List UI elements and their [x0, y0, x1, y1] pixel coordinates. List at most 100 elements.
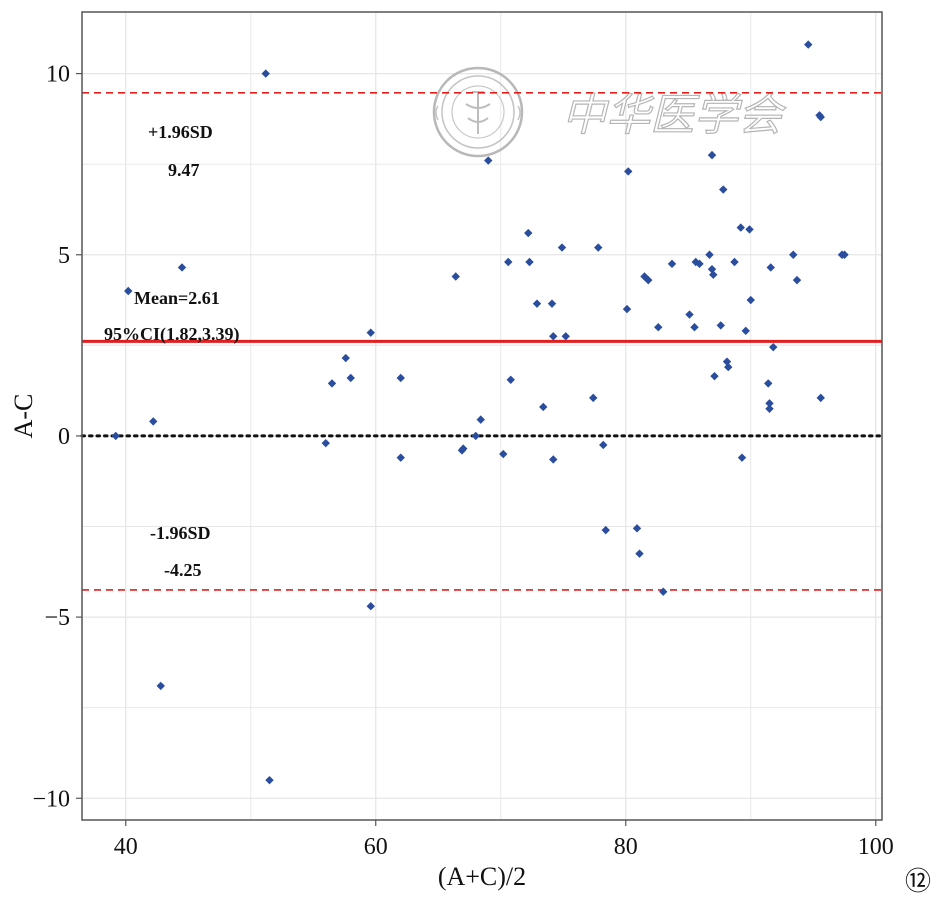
- watermark: 中华医学会: [432, 66, 787, 158]
- x-axis-title: (A+C)/2: [438, 862, 526, 891]
- y-axis-ticks: −10 −5 0 5 10: [32, 62, 82, 812]
- data-point: [746, 295, 755, 305]
- data-point: [341, 353, 350, 363]
- data-point: [707, 150, 717, 160]
- data-point: [396, 373, 405, 383]
- data-point: [265, 775, 274, 785]
- lower-limit-value: -4.25: [164, 560, 202, 580]
- data-point: [111, 431, 120, 441]
- data-point: [594, 243, 603, 252]
- chinese-medical-association-seal-icon: [432, 66, 524, 158]
- x-tick-label: 40: [114, 834, 138, 860]
- data-point: [327, 379, 337, 388]
- data-point: [789, 250, 798, 259]
- data-point: [710, 371, 719, 381]
- data-point: [156, 681, 165, 691]
- data-point: [476, 415, 485, 424]
- data-point: [709, 270, 718, 279]
- data-point: [765, 404, 774, 413]
- data-point: [745, 225, 754, 234]
- data-point: [525, 257, 534, 267]
- x-axis-ticks: 40 60 80 100: [114, 820, 894, 860]
- data-point: [506, 375, 515, 384]
- data-point: [321, 438, 330, 448]
- data-point: [690, 323, 699, 332]
- mean-label: Mean=2.61: [134, 288, 220, 308]
- data-point: [737, 453, 747, 462]
- data-point: [816, 112, 825, 122]
- upper-limit-value: 9.47: [168, 160, 200, 180]
- data-point: [459, 444, 468, 453]
- data-point: [667, 259, 677, 269]
- y-tick-label: −5: [44, 605, 70, 631]
- data-point: [557, 243, 567, 252]
- data-point: [632, 524, 642, 533]
- data-point: [716, 321, 725, 330]
- data-point: [124, 286, 133, 296]
- data-points: [111, 40, 849, 785]
- data-point: [766, 263, 775, 272]
- data-point: [524, 228, 533, 238]
- data-point: [451, 272, 460, 281]
- data-point: [601, 525, 610, 535]
- data-point: [624, 167, 633, 176]
- panel-number-label: ⑫: [905, 867, 931, 896]
- data-point: [840, 250, 849, 259]
- data-point: [622, 304, 632, 314]
- lower-limit-label: -1.96SD: [150, 523, 211, 543]
- data-point: [659, 587, 668, 596]
- data-point: [765, 399, 774, 408]
- data-point: [804, 40, 813, 49]
- data-point: [654, 323, 663, 332]
- data-point: [366, 602, 375, 611]
- data-point: [724, 362, 733, 372]
- data-point: [549, 332, 558, 341]
- y-tick-label: 5: [58, 243, 70, 269]
- data-point: [599, 440, 608, 450]
- data-point: [549, 455, 558, 464]
- data-point: [736, 223, 745, 232]
- data-point: [532, 299, 542, 308]
- watermark-text: 中华医学会: [562, 90, 786, 141]
- data-point: [719, 185, 728, 194]
- annotations: +1.96SD 9.47 Mean=2.61 95%CI(1.82,3.39) -1.9…: [104, 122, 240, 580]
- data-point: [484, 156, 493, 165]
- data-point: [685, 310, 694, 319]
- grid: [82, 12, 882, 820]
- data-point: [741, 326, 750, 336]
- data-point: [730, 257, 739, 267]
- data-point: [547, 299, 557, 308]
- data-point: [635, 549, 644, 558]
- ci-label: 95%CI(1.82,3.39): [104, 324, 240, 345]
- data-point: [695, 259, 704, 269]
- data-point: [816, 393, 825, 403]
- x-tick-label: 100: [858, 834, 894, 860]
- reference-lines: [80, 92, 884, 591]
- x-tick-label: 60: [364, 834, 388, 860]
- data-point: [644, 275, 653, 285]
- y-tick-label: 10: [46, 62, 70, 88]
- data-point: [499, 449, 508, 459]
- data-point: [561, 332, 570, 341]
- y-tick-label: 0: [58, 424, 70, 450]
- data-point: [177, 263, 187, 272]
- y-axis-title: A-C: [9, 394, 38, 439]
- data-point: [539, 402, 548, 412]
- x-tick-label: 80: [614, 834, 638, 860]
- data-point: [705, 250, 714, 259]
- data-point: [471, 431, 480, 441]
- data-point: [261, 69, 270, 78]
- y-tick-label: −10: [32, 786, 70, 812]
- data-point: [149, 417, 158, 426]
- data-point: [366, 328, 375, 337]
- data-point: [589, 393, 598, 403]
- data-point: [346, 373, 355, 383]
- upper-limit-label: +1.96SD: [148, 122, 213, 142]
- plot-frame: [81, 11, 883, 821]
- data-point: [764, 379, 773, 388]
- data-point: [769, 342, 778, 352]
- data-point: [504, 257, 513, 267]
- data-point: [792, 275, 802, 285]
